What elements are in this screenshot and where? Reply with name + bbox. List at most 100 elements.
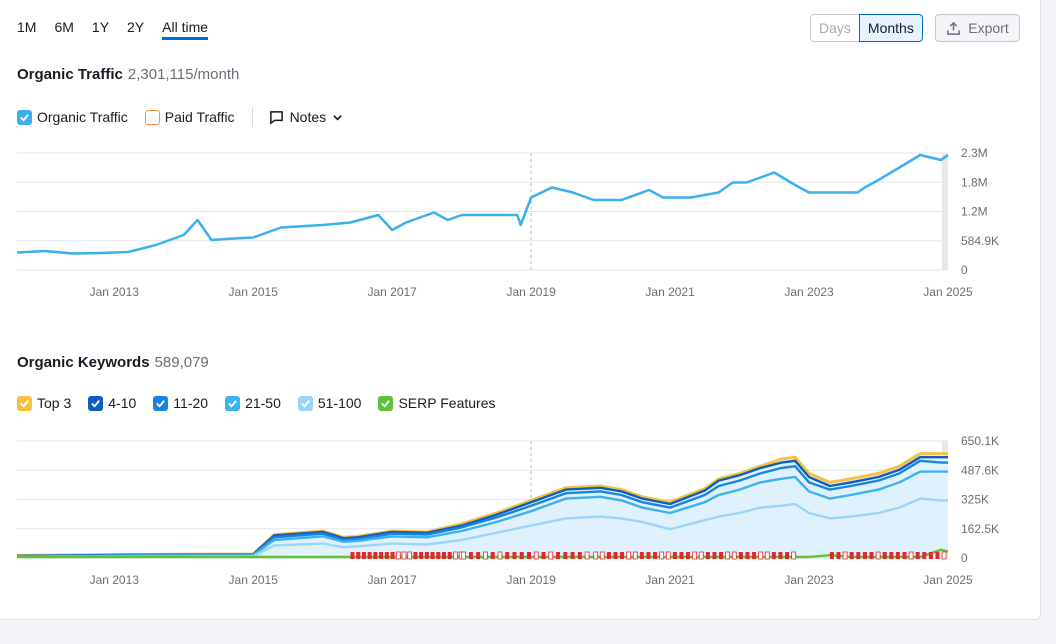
legend-paid-traffic[interactable]: Paid Traffic xyxy=(144,109,235,125)
x-tick-label: Jan 2017 xyxy=(367,285,417,299)
checkbox-icon xyxy=(225,395,241,411)
serp-feature-marker xyxy=(424,552,429,559)
legend-top3[interactable]: Top 3 xyxy=(17,395,71,411)
serp-feature-marker xyxy=(419,552,424,559)
range-2y[interactable]: 2Y xyxy=(127,19,145,35)
checkbox-icon xyxy=(17,109,32,125)
serp-feature-marker xyxy=(758,551,764,560)
serp-feature-marker xyxy=(745,552,750,559)
serp-feature-marker xyxy=(725,551,731,560)
range-6m[interactable]: 6M xyxy=(54,19,74,35)
series-line-11-20 xyxy=(16,459,948,558)
keywords-title-text: Organic Keywords xyxy=(17,354,150,371)
serp-feature-marker xyxy=(483,551,488,560)
days-button[interactable]: Days xyxy=(810,14,859,42)
serp-feature-marker xyxy=(390,552,395,559)
series-line-21-50 xyxy=(16,470,948,558)
chevron-down-icon xyxy=(333,114,342,121)
x-tick-label: Jan 2013 xyxy=(90,285,140,299)
organic-traffic-chart[interactable]: 0 584.9K 1.2M 1.8M 2.3M Jan 2013 Jan 2015 Jan 2… xyxy=(0,140,1041,305)
serp-feature-marker xyxy=(436,552,441,559)
incomplete-data-band xyxy=(942,153,948,270)
keywords-title: Organic Keywords 589,079 xyxy=(17,354,209,371)
serp-feature-marker xyxy=(659,551,665,560)
legend-11-20[interactable]: 11-20 xyxy=(153,395,208,411)
serp-feature-marker xyxy=(497,551,503,560)
y-tick-label: 487.6K xyxy=(961,463,999,477)
serp-feature-marker xyxy=(356,552,361,559)
serp-feature-marker xyxy=(413,552,418,559)
serp-feature-marker xyxy=(778,552,783,559)
legend-51-100-label: 51-100 xyxy=(317,395,362,411)
legend-4-10-label: 4-10 xyxy=(108,395,137,411)
serp-feature-marker xyxy=(869,552,874,559)
export-label: Export xyxy=(968,20,1009,36)
serp-feature-marker xyxy=(908,551,914,560)
range-1m[interactable]: 1M xyxy=(17,19,37,35)
checkbox-icon xyxy=(297,395,313,411)
keywords-legend: Top 3 4-10 11-20 21-50 51-100 SERP Featu… xyxy=(17,395,512,411)
legend-organic-label: Organic Traffic xyxy=(37,109,128,125)
x-tick-label: Jan 2015 xyxy=(229,573,279,587)
traffic-title: Organic Traffic 2,301,115/month xyxy=(17,66,239,83)
organic-keywords-chart[interactable]: 0 162.5K 325K 487.6K 650.1K Jan 2013 Jan 2015 J… xyxy=(0,428,1041,593)
granularity-toggle: Days Months xyxy=(810,14,923,42)
serp-feature-marker xyxy=(771,552,776,559)
serp-feature-marker xyxy=(646,552,651,559)
checkbox-icon xyxy=(378,395,394,411)
traffic-title-text: Organic Traffic xyxy=(17,66,123,83)
organic-traffic-line xyxy=(16,153,949,255)
serp-feature-marker xyxy=(620,552,625,559)
y-tick-label: 650.1K xyxy=(961,434,999,448)
x-tick-label: Jan 2021 xyxy=(645,573,695,587)
legend-paid-label: Paid Traffic xyxy=(164,109,235,125)
x-tick-label: Jan 2023 xyxy=(784,573,834,587)
serp-feature-marker xyxy=(882,552,887,559)
serp-feature-marker xyxy=(712,552,717,559)
serp-feature-marker xyxy=(476,552,481,559)
note-icon xyxy=(269,110,283,125)
y-tick-label: 325K xyxy=(961,493,989,507)
legend-51-100[interactable]: 51-100 xyxy=(297,395,362,411)
serp-feature-marker xyxy=(442,552,447,559)
serp-feature-marker xyxy=(577,552,582,559)
x-tick-label: Jan 2019 xyxy=(506,285,556,299)
serp-feature-marker xyxy=(902,552,907,559)
legend-4-10[interactable]: 4-10 xyxy=(88,395,136,411)
keywords-value: 589,079 xyxy=(154,354,209,371)
checkbox-empty-icon xyxy=(144,109,160,125)
serp-feature-marker xyxy=(541,552,546,559)
months-button[interactable]: Months xyxy=(858,14,923,42)
x-tick-label: Jan 2017 xyxy=(367,573,417,587)
serp-feature-marker xyxy=(350,552,355,559)
checkbox-icon xyxy=(153,395,169,411)
range-all-time[interactable]: All time xyxy=(162,19,209,40)
legend-organic-traffic[interactable]: Organic Traffic xyxy=(17,109,128,125)
legend-serp-features[interactable]: SERP Features xyxy=(378,395,495,411)
legend-21-50-label: 21-50 xyxy=(245,395,281,411)
serp-feature-marker xyxy=(849,552,854,559)
legend-21-50[interactable]: 21-50 xyxy=(225,395,281,411)
export-button[interactable]: Export xyxy=(935,14,1020,42)
series-line-4-10 xyxy=(16,456,948,557)
serp-feature-marker xyxy=(719,552,724,559)
checkbox-icon xyxy=(88,395,104,411)
serp-feature-marker xyxy=(395,551,401,560)
serp-feature-marker xyxy=(941,551,947,560)
serp-feature-marker xyxy=(570,552,575,559)
serp-feature-marker xyxy=(548,551,554,560)
y-tick-label: 0 xyxy=(961,263,968,277)
serp-feature-marker xyxy=(856,552,861,559)
y-tick-label: 1.8M xyxy=(961,175,988,189)
serp-feature-marker xyxy=(519,552,524,559)
serp-feature-marker xyxy=(563,552,568,559)
serp-feature-marker xyxy=(889,552,894,559)
date-range-selector: 1M 6M 1Y 2Y All time xyxy=(17,19,226,40)
serp-feature-marker xyxy=(526,552,531,559)
serp-feature-marker xyxy=(705,552,710,559)
notes-dropdown[interactable]: Notes xyxy=(269,109,344,125)
serp-feature-marker xyxy=(653,552,658,559)
serp-feature-marker xyxy=(468,552,473,559)
range-1y[interactable]: 1Y xyxy=(91,19,110,35)
serp-feature-marker xyxy=(505,552,510,559)
